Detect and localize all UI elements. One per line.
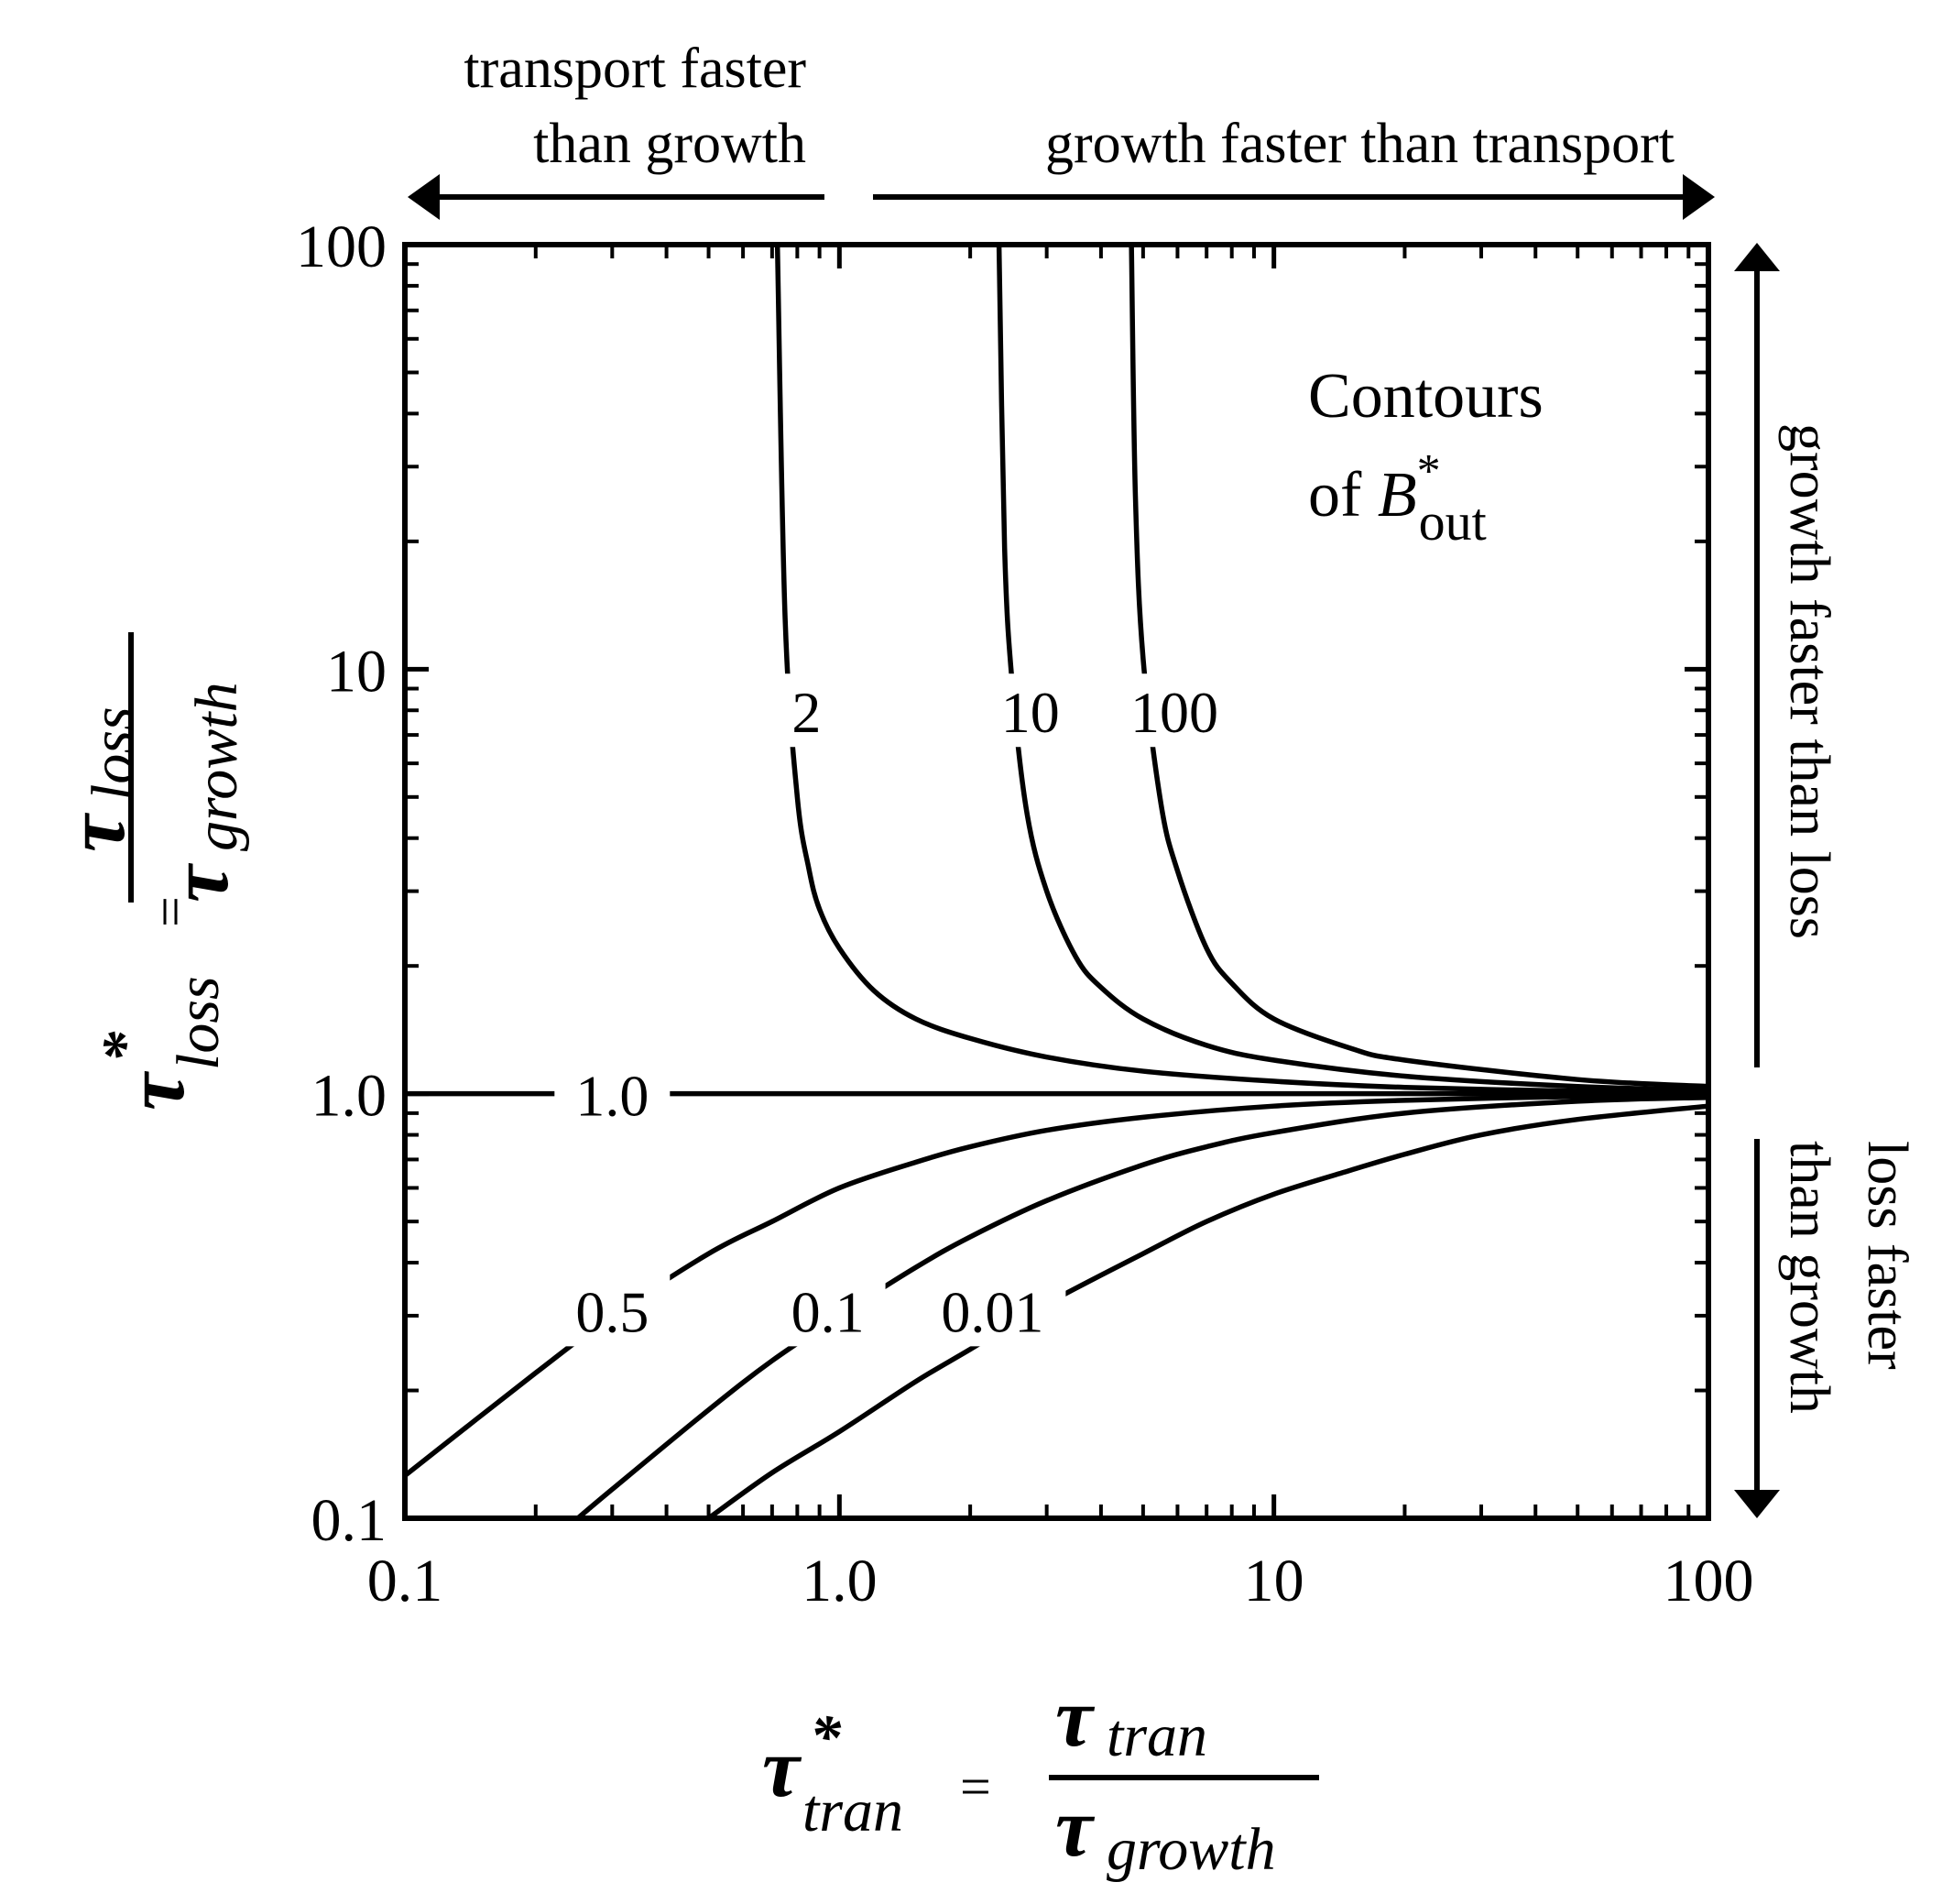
x-label-subscript: tran [802, 1778, 903, 1844]
right-arrowhead [1683, 174, 1715, 220]
right-region-annotations: growth faster than loss loss faster than… [1734, 243, 1918, 1518]
top-left-label-line1: transport faster [464, 38, 806, 100]
x-label-numerator-symbol: τ [1055, 1670, 1096, 1764]
y-tick-label: 0.1 [311, 1487, 387, 1554]
x-label-symbol: τ [762, 1721, 802, 1814]
contour-label: 10 [1001, 680, 1060, 745]
x-label-numerator-subscript: tran [1107, 1702, 1207, 1769]
y-label-symbol: τ [108, 1070, 202, 1111]
contour-label-knockout [919, 1273, 1066, 1347]
contour-line-100 [1129, 244, 1709, 1089]
x-tick-label: 100 [1664, 1548, 1754, 1614]
legend-subscript: out [1419, 492, 1487, 552]
top-left-label-line2: than growth [533, 113, 806, 175]
contour-label: 0.5 [575, 1279, 649, 1344]
y-label-superscript: * [89, 1031, 158, 1063]
legend-title: Contours of B* out [1308, 361, 1544, 552]
right-upper-label: growth faster than loss [1778, 423, 1840, 939]
x-axis-label: τ * tran = τ tran τ growth [762, 1670, 1319, 1883]
x-label-denominator-subscript: growth [1107, 1816, 1276, 1883]
x-tick-label: 0.1 [367, 1548, 443, 1614]
y-label-denominator-symbol: τ [152, 862, 245, 903]
top-region-annotations: transport faster than growth growth fast… [408, 38, 1715, 220]
y-axis-label: τ * loss = τ loss τ growth [49, 632, 250, 1111]
contour-line-10 [996, 244, 1709, 1093]
contour-line-0_1 [575, 1094, 1709, 1521]
top-right-label: growth faster than transport [1045, 113, 1675, 175]
x-label-superscript: * [810, 1702, 842, 1771]
contour-label: 1.0 [575, 1064, 649, 1129]
y-label-subscript: loss [165, 976, 232, 1070]
y-label-equals: = [140, 896, 201, 927]
contour-label-knockout [769, 1273, 886, 1347]
x-label-equals: = [960, 1756, 991, 1817]
contour-label: 2 [791, 680, 821, 745]
tick-labels: 0.1 1.0 10 100 0.1 1.0 10 100 [296, 213, 1754, 1614]
right-lower-label-line2: than growth [1778, 1141, 1840, 1414]
contour-label: 0.01 [941, 1279, 1043, 1344]
contour-labels: 2 10 100 1.0 0.5 0.1 0.01 [554, 673, 1232, 1347]
legend-symbol: B [1378, 460, 1417, 531]
y-tick-label: 10 [326, 638, 387, 705]
x-label-denominator-symbol: τ [1055, 1780, 1096, 1874]
y-label-numerator-symbol: τ [49, 812, 142, 852]
legend-line2: of B* out [1308, 445, 1487, 552]
contour-label: 100 [1130, 680, 1218, 745]
x-tick-label: 10 [1244, 1548, 1304, 1614]
contour-label: 0.1 [791, 1279, 865, 1344]
contour-line-0_01 [706, 1103, 1709, 1521]
contour-label-knockout [554, 1273, 671, 1347]
legend-line1: Contours [1308, 361, 1544, 432]
contour-label-knockout [987, 673, 1073, 748]
legend-prefix: of [1308, 460, 1378, 531]
y-label-denominator-subscript: growth [183, 682, 250, 851]
up-arrowhead [1734, 243, 1780, 271]
contour-line-2 [774, 244, 1709, 1096]
left-arrowhead [408, 174, 440, 220]
y-tick-label: 100 [296, 213, 387, 280]
legend-superscript: * [1417, 445, 1441, 498]
plot-frame [402, 242, 1711, 1521]
axis-ticks [405, 245, 1708, 1518]
y-tick-label: 1.0 [311, 1063, 387, 1130]
contour-label-knockout [554, 1056, 671, 1131]
contour-label-knockout [780, 673, 834, 748]
down-arrowhead [1734, 1490, 1780, 1518]
x-tick-label: 1.0 [802, 1548, 878, 1614]
right-lower-label-line1: loss faster [1856, 1141, 1918, 1370]
y-label-numerator-subscript: loss [80, 706, 147, 801]
contour-label-knockout [1116, 673, 1232, 748]
